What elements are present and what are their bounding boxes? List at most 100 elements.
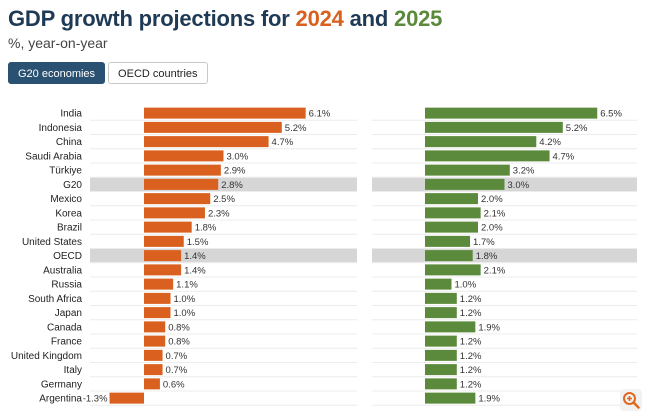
data-label-2024: 0.6% bbox=[163, 379, 185, 390]
bar-2025 bbox=[425, 278, 452, 290]
bar-2024 bbox=[144, 178, 219, 190]
category-label: Argentina bbox=[39, 394, 82, 405]
data-label-2025: 2.0% bbox=[481, 194, 503, 205]
data-label-2025: 2.1% bbox=[484, 208, 506, 219]
bar-2025 bbox=[425, 349, 457, 361]
data-label-2024: 2.5% bbox=[213, 194, 235, 205]
bar-2025 bbox=[425, 221, 478, 233]
bar-2025 bbox=[425, 335, 457, 347]
bar-2024 bbox=[144, 321, 166, 333]
data-label-2024: 1.8% bbox=[195, 223, 217, 234]
bar-2024 bbox=[144, 278, 174, 290]
data-label-2025: 1.2% bbox=[460, 294, 482, 305]
data-label-2025: 5.2% bbox=[566, 123, 588, 134]
data-label-2025: 3.2% bbox=[513, 166, 535, 177]
chart-title: GDP growth projections for 2024 and 2025 bbox=[8, 6, 442, 32]
category-label: United Kingdom bbox=[11, 351, 82, 362]
bar-2024 bbox=[144, 264, 182, 276]
data-label-2025: 1.0% bbox=[455, 280, 477, 291]
highlight-band bbox=[90, 249, 357, 263]
category-label: Saudi Arabia bbox=[25, 151, 82, 162]
category-label: Germany bbox=[41, 379, 82, 390]
bar-2024 bbox=[144, 364, 163, 376]
category-label: South Africa bbox=[28, 294, 82, 305]
data-label-2025: 3.0% bbox=[508, 180, 530, 191]
data-label-2025: 6.5% bbox=[600, 109, 622, 120]
tab-bar: G20 economies OECD countries bbox=[8, 62, 211, 84]
bar-2024 bbox=[144, 335, 166, 347]
bar-2024 bbox=[109, 392, 144, 404]
bar-2025 bbox=[425, 178, 505, 190]
category-label: Mexico bbox=[50, 194, 82, 205]
bar-2025 bbox=[425, 321, 476, 333]
highlight-band bbox=[372, 249, 637, 263]
data-label-2025: 2.1% bbox=[484, 265, 506, 276]
category-label: Russia bbox=[51, 280, 82, 291]
title-middle: and bbox=[343, 6, 395, 31]
zoom-in-icon bbox=[623, 392, 640, 409]
bar-2024 bbox=[144, 250, 182, 262]
category-label: Türkiye bbox=[49, 166, 82, 177]
bar-2025 bbox=[425, 264, 481, 276]
bar-2024 bbox=[144, 378, 160, 390]
bar-2025 bbox=[425, 164, 510, 176]
bar-2024 bbox=[144, 307, 171, 319]
bar-2025 bbox=[425, 107, 598, 119]
category-label: Australia bbox=[43, 265, 82, 276]
data-label-2024: 0.7% bbox=[166, 351, 188, 362]
data-label-2024: 0.8% bbox=[168, 322, 190, 333]
data-label-2025: 1.2% bbox=[460, 379, 482, 390]
data-label-2024: 1.0% bbox=[174, 308, 196, 319]
bar-2025 bbox=[425, 250, 473, 262]
category-label: United States bbox=[22, 237, 82, 248]
bar-2024 bbox=[144, 164, 221, 176]
bar-2024 bbox=[144, 207, 205, 219]
data-label-2024: 1.5% bbox=[187, 237, 209, 248]
bar-2025 bbox=[425, 292, 457, 304]
bar-2025 bbox=[425, 136, 537, 148]
bar-2025 bbox=[425, 235, 471, 247]
bar-2024 bbox=[144, 221, 192, 233]
data-label-2025: 1.7% bbox=[473, 237, 495, 248]
bar-2024 bbox=[144, 150, 224, 162]
category-label: OECD bbox=[53, 251, 82, 262]
data-label-2025: 1.9% bbox=[478, 322, 500, 333]
category-label: China bbox=[56, 137, 83, 148]
category-label: France bbox=[51, 337, 83, 348]
data-label-2024: 5.2% bbox=[285, 123, 307, 134]
data-label-2024: 1.4% bbox=[184, 251, 206, 262]
bar-2025 bbox=[425, 364, 457, 376]
category-label: Korea bbox=[55, 208, 82, 219]
data-label-2024: 4.7% bbox=[272, 137, 294, 148]
bar-2024 bbox=[144, 107, 306, 119]
bar-2025 bbox=[425, 307, 457, 319]
bar-2025 bbox=[425, 150, 550, 162]
data-label-2025: 1.8% bbox=[476, 251, 498, 262]
bar-2024 bbox=[144, 349, 163, 361]
data-label-2024: 0.7% bbox=[166, 365, 188, 376]
bar-2025 bbox=[425, 207, 481, 219]
tab-g20-economies[interactable]: G20 economies bbox=[8, 62, 106, 84]
data-label-2024: 6.1% bbox=[309, 109, 331, 120]
category-label: Indonesia bbox=[39, 123, 83, 134]
data-label-2024: -1.3% bbox=[83, 394, 108, 405]
data-label-2024: 1.1% bbox=[176, 280, 198, 291]
category-label: G20 bbox=[63, 180, 82, 191]
category-label: Brazil bbox=[57, 223, 82, 234]
data-label-2024: 0.8% bbox=[168, 337, 190, 348]
zoom-button[interactable] bbox=[620, 389, 642, 411]
tab-oecd-countries[interactable]: OECD countries bbox=[108, 62, 208, 84]
bar-2025 bbox=[425, 193, 478, 205]
category-label: Canada bbox=[47, 322, 82, 333]
bar-2024 bbox=[144, 235, 184, 247]
data-label-2025: 1.9% bbox=[478, 394, 500, 405]
data-label-2025: 1.2% bbox=[460, 308, 482, 319]
category-label: Japan bbox=[55, 308, 82, 319]
data-label-2025: 1.2% bbox=[460, 365, 482, 376]
chart-subtitle: %, year-on-year bbox=[8, 35, 108, 51]
category-label: Italy bbox=[64, 365, 82, 376]
bar-2024 bbox=[144, 121, 282, 133]
bar-2024 bbox=[144, 193, 211, 205]
title-year-2025: 2025 bbox=[394, 6, 443, 31]
